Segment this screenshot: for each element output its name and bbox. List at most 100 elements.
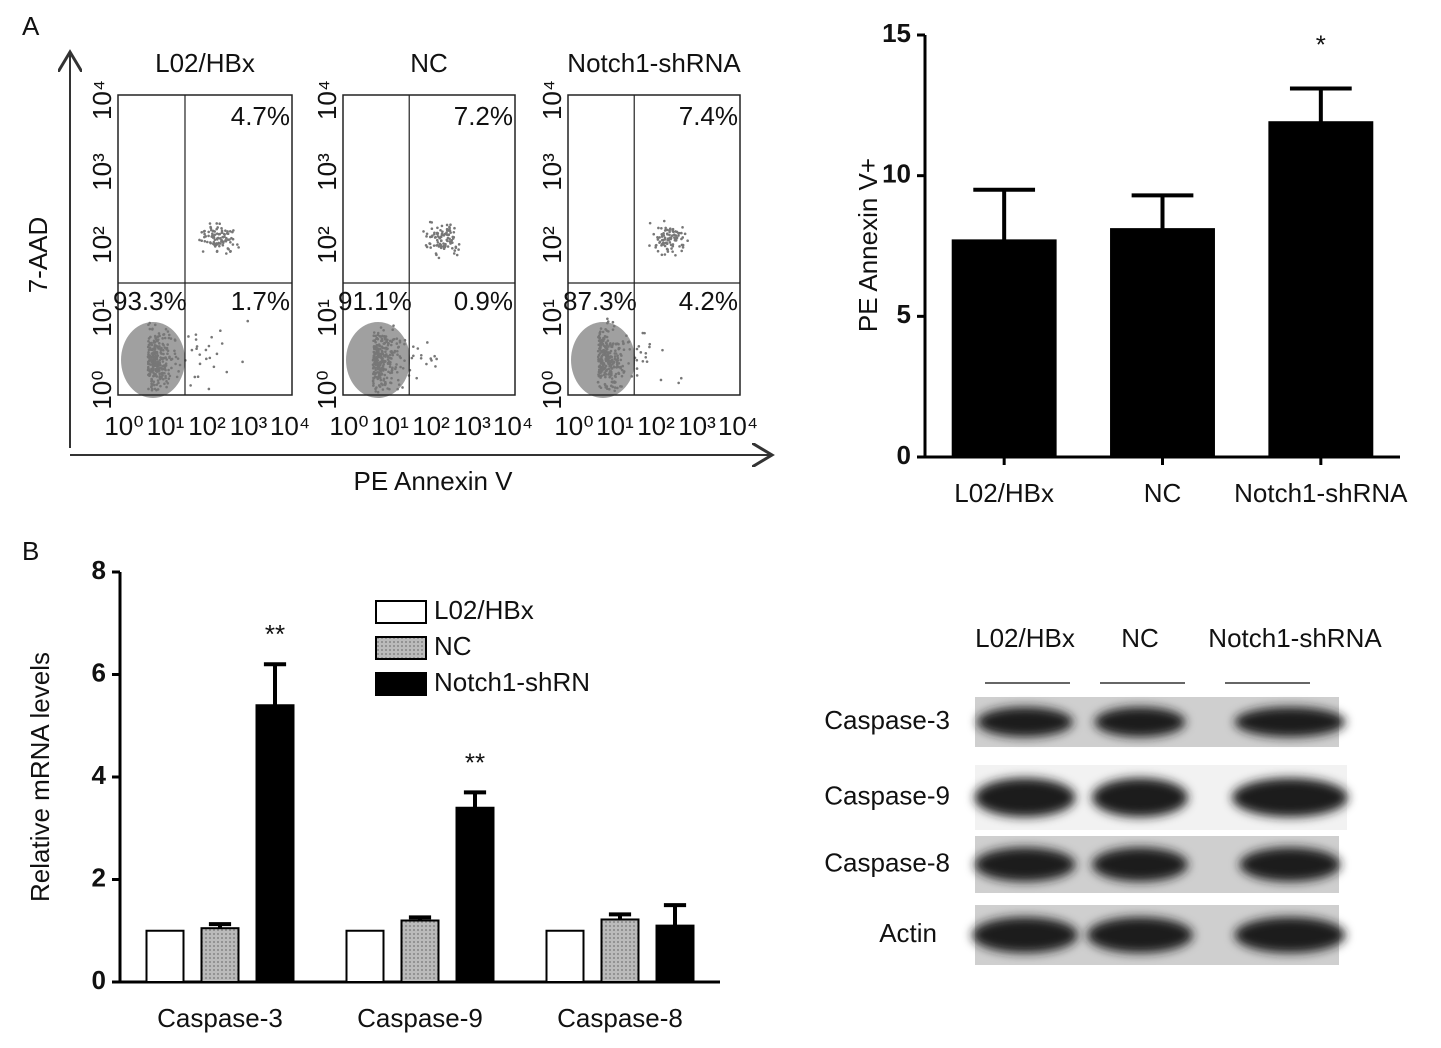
event-dot [658,241,661,244]
event-dot [372,382,375,385]
event-dot [605,347,609,351]
event-dot [419,357,423,360]
event-dot [596,349,600,353]
event-dot [395,337,399,340]
event-dot [211,232,214,236]
event-dot [610,360,614,363]
quadrant-label: 93.3% [113,286,187,316]
blot-band [1087,917,1193,953]
event-dot [167,333,171,337]
event-dot [396,378,400,382]
x-tick-label: Notch1-shRNA [1234,478,1408,508]
event-dot [389,371,392,375]
event-dot [660,226,663,230]
event-dot [166,330,170,333]
event-dot [393,367,397,371]
y-tick-label: 8 [92,555,106,585]
event-dot [155,375,159,378]
event-dot [159,348,163,352]
y-tick-label: 6 [92,657,106,687]
plot-frame [567,94,741,396]
event-dot [158,367,161,370]
y-tick-label: 10⁰ [537,370,567,409]
event-dot [169,337,173,340]
event-dot [671,244,675,248]
event-dot [380,356,384,360]
event-dot [381,334,384,338]
event-dot [391,353,395,357]
significance-mark: ** [265,619,285,649]
event-dot [215,238,219,241]
event-dot [613,389,616,393]
event-dot [442,242,445,245]
x-tick-label: Caspase-9 [357,1003,483,1033]
event-dot [162,352,165,356]
event-dot [388,353,392,357]
event-dot [433,236,437,239]
event-dot [224,238,227,242]
event-dot [611,328,615,331]
event-dot [198,353,202,356]
event-dot [224,229,227,232]
event-dot [378,347,382,351]
plot-frame [342,94,516,396]
event-dot [656,236,659,239]
event-dot [416,347,420,350]
blot-band [1232,778,1348,817]
event-dot [616,359,620,362]
event-dot [380,358,384,362]
event-dot [681,226,684,229]
event-dot [608,343,612,346]
event-dot [599,349,602,352]
blot-band [1234,917,1346,953]
event-dot [612,361,615,365]
event-dot [681,243,685,247]
legend-label: Notch1-shRN [434,667,590,697]
event-dot [215,222,219,225]
event-dot [376,366,380,369]
event-dot [374,340,377,344]
event-dot [597,335,600,339]
event-dot [680,231,683,235]
event-dot [381,367,384,371]
event-dot [683,232,687,236]
event-dot [403,359,406,362]
event-dot [147,362,151,366]
plot-title: NC [410,48,448,78]
event-dot [373,372,376,376]
event-dot [213,233,217,236]
event-dot [617,372,621,375]
event-dot [147,351,150,354]
event-dot [605,387,609,391]
event-dot [613,374,617,378]
blot-row-label: Caspase-9 [824,780,950,810]
event-dot [388,365,392,369]
event-dot [671,229,675,233]
event-dot [388,356,392,360]
panel-label: A [22,11,40,41]
event-dot [660,253,664,257]
y-tick-label: 4 [92,760,107,790]
event-dot [604,328,607,331]
event-dot [158,359,162,362]
legend-label: NC [434,631,472,661]
event-dot [625,334,628,337]
event-dot [440,232,444,236]
event-dot [598,385,601,388]
event-dot [376,347,380,350]
event-dot [395,363,398,366]
event-dot [218,244,221,248]
event-dot [398,355,402,358]
event-dot [374,356,377,359]
event-dot [157,347,160,350]
event-dot [605,369,608,373]
event-dot [433,354,436,358]
event-dot [151,355,155,358]
x-tick-label: 10⁴ [718,411,758,441]
event-dot [147,355,150,359]
event-dot [419,353,423,357]
significance-mark: * [1316,29,1326,59]
x-tick-label: L02/HBx [954,478,1054,508]
blot-column-label: NC [1121,623,1159,653]
blot-band [974,778,1076,817]
